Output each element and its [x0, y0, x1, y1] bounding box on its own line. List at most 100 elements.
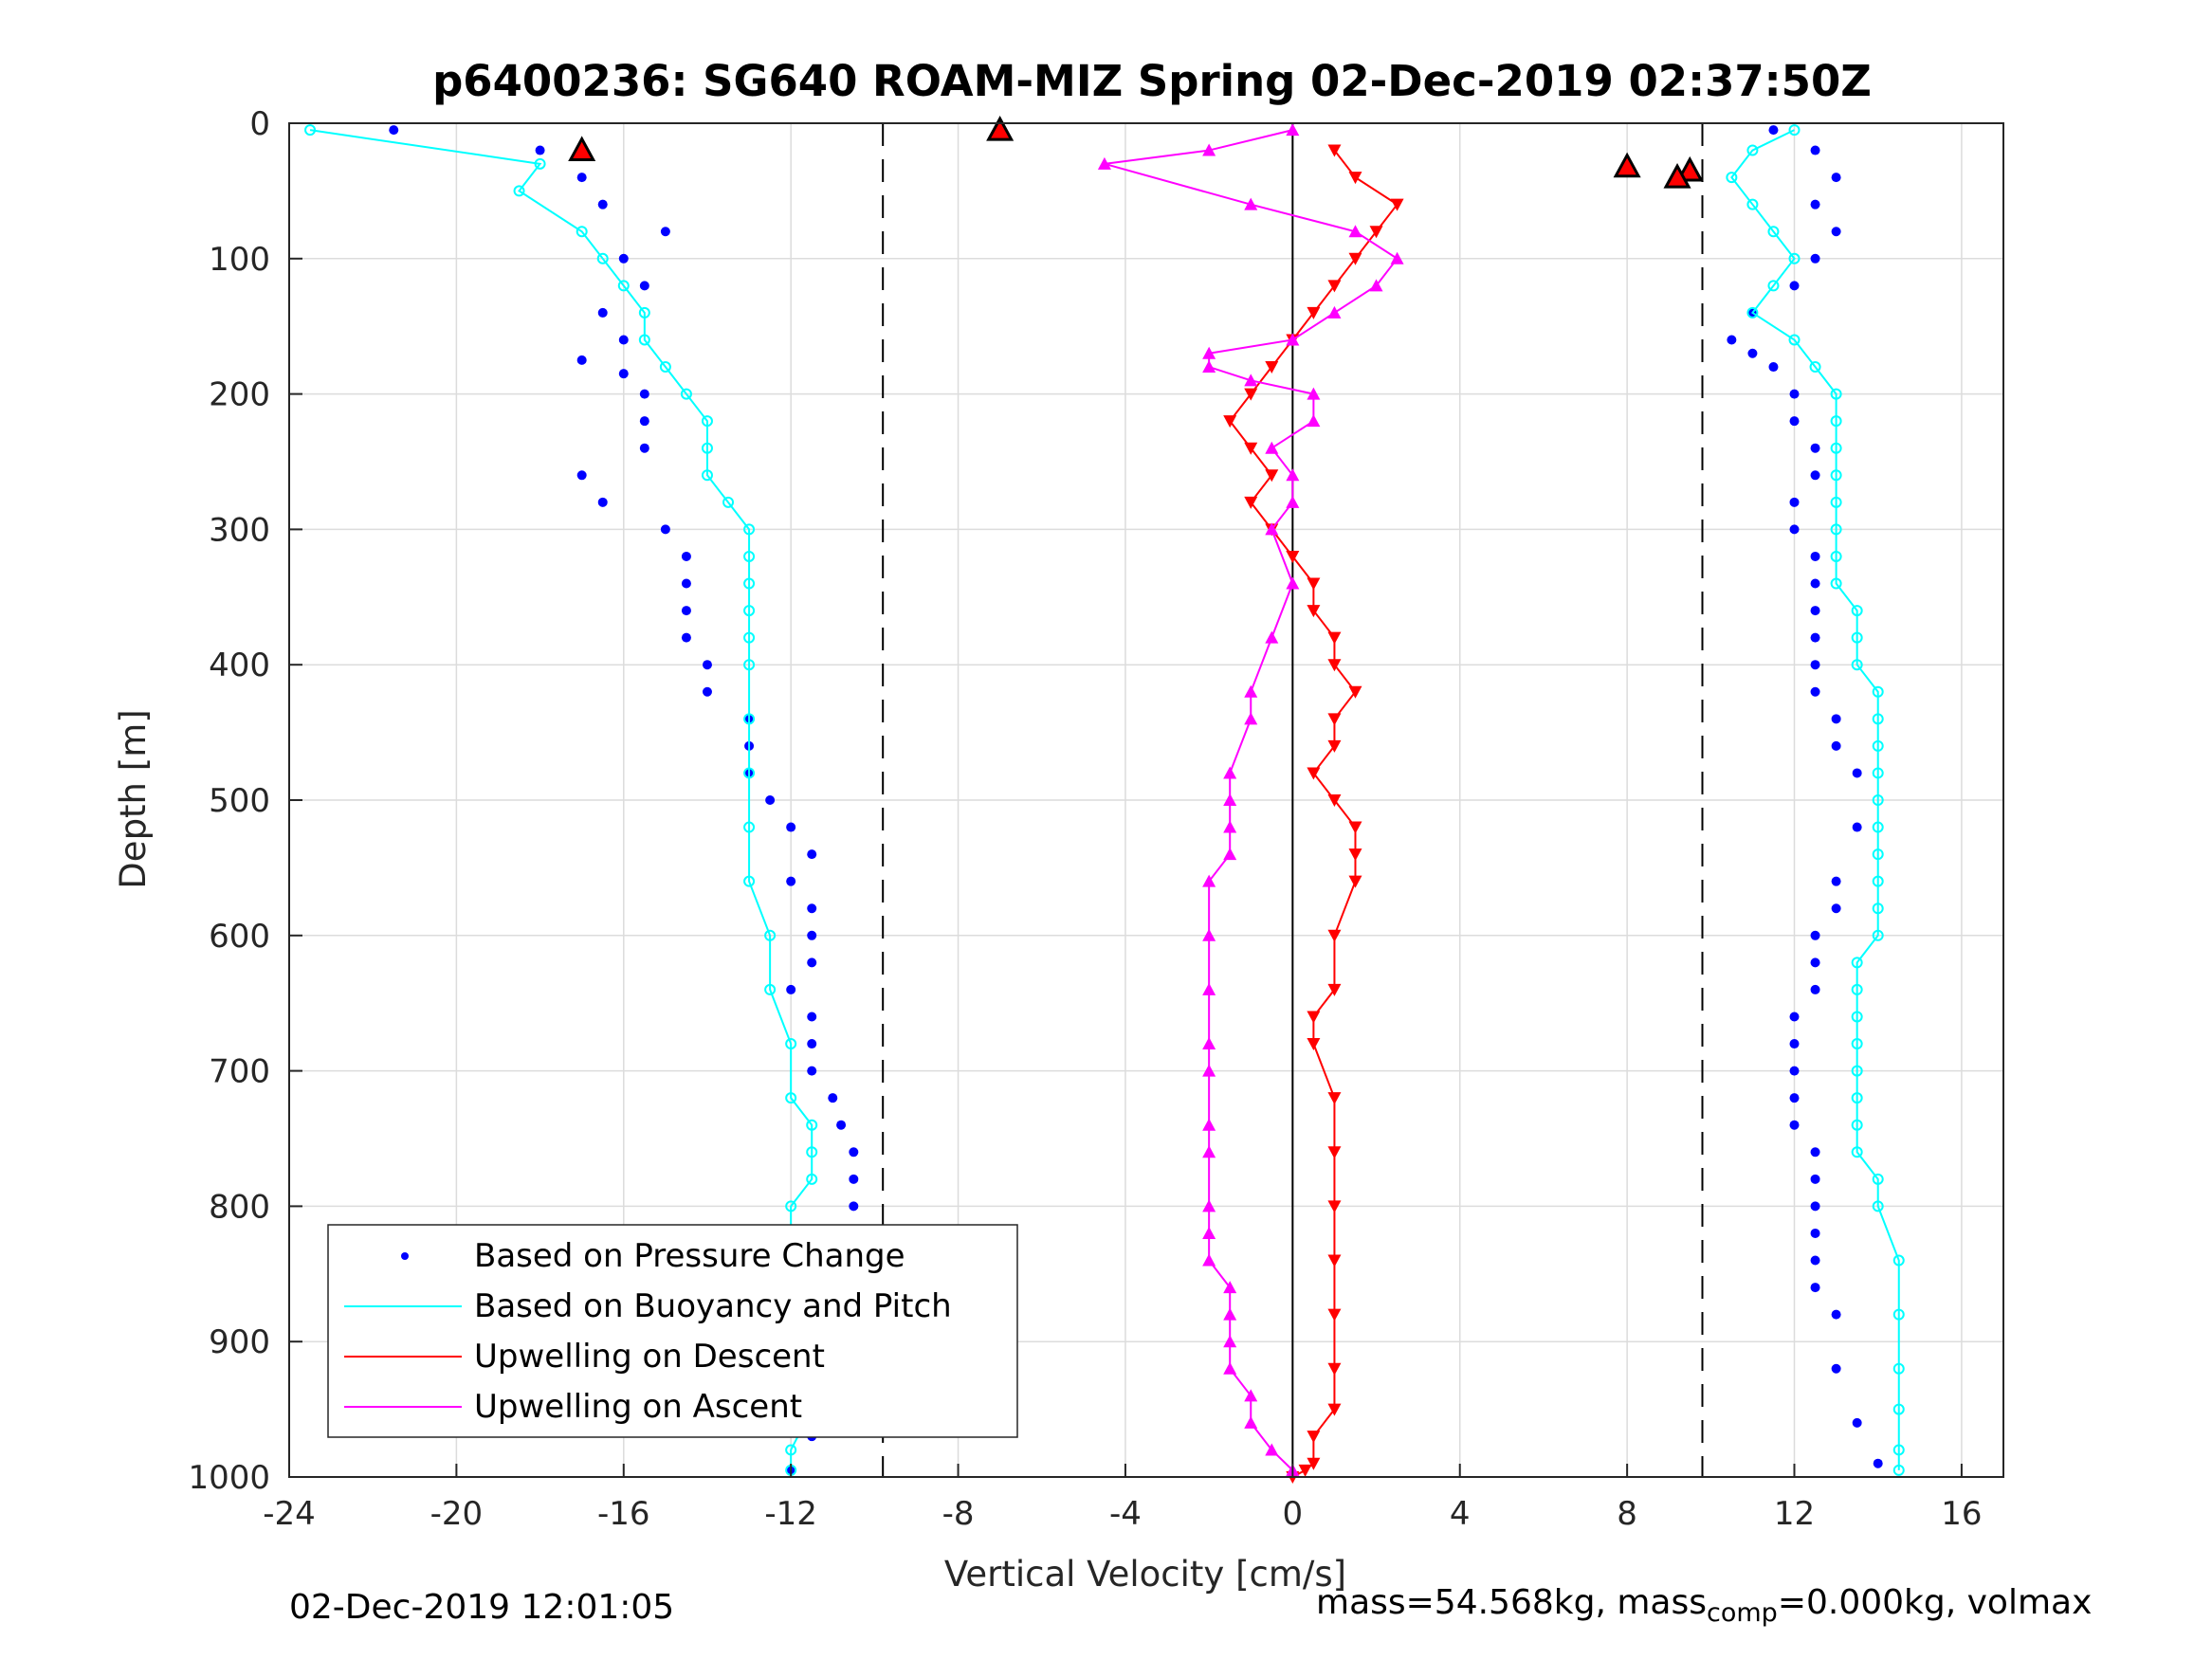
- legend-label-pressure: Based on Pressure Change: [474, 1237, 905, 1275]
- x-tick-label: 12: [1774, 1495, 1815, 1533]
- data-point: [1831, 173, 1841, 183]
- data-point: [638, 334, 650, 346]
- series-pressure-ascent: [568, 116, 1704, 189]
- data-point: [1831, 740, 1841, 751]
- data-point: [702, 686, 712, 697]
- data-point: [1810, 1174, 1820, 1184]
- x-tick-label: -12: [764, 1495, 817, 1533]
- data-point: [1727, 335, 1737, 345]
- data-point: [576, 355, 587, 365]
- data-point: [786, 876, 796, 886]
- data-point: [596, 252, 609, 264]
- data-point: [1830, 415, 1842, 428]
- data-point: [1789, 1120, 1800, 1130]
- series-line: [1730, 129, 1900, 1470]
- data-point: [722, 496, 735, 508]
- data-point: [1244, 197, 1258, 210]
- data-point: [1348, 172, 1362, 185]
- data-point: [743, 605, 756, 617]
- data-point: [1789, 524, 1800, 535]
- data-point: [659, 361, 671, 374]
- series-line: [1104, 129, 1399, 1471]
- data-point: [680, 388, 692, 400]
- data-point: [1327, 1146, 1342, 1159]
- x-tick-label: 0: [1283, 1495, 1304, 1533]
- data-point: [807, 903, 817, 914]
- footer-mass-info: mass=54.568kg, masscomp=0.000kg, volmax: [1316, 1583, 2092, 1628]
- data-point: [660, 524, 670, 535]
- data-point: [1307, 387, 1321, 400]
- data-point: [1872, 929, 1884, 941]
- data-point: [1872, 848, 1884, 861]
- data-point: [618, 335, 629, 345]
- data-point: [1202, 1199, 1216, 1212]
- data-point: [1244, 712, 1258, 725]
- data-point: [1809, 361, 1821, 374]
- data-point: [1327, 983, 1342, 996]
- data-point: [1726, 172, 1738, 184]
- data-point: [1244, 1389, 1258, 1402]
- data-point: [1810, 660, 1820, 670]
- data-point: [1872, 1173, 1884, 1185]
- data-point: [1244, 374, 1258, 387]
- marker-point: [568, 136, 596, 162]
- data-point: [1830, 550, 1842, 562]
- x-tick-label: -16: [597, 1495, 650, 1533]
- data-point: [1307, 1011, 1321, 1024]
- data-point: [639, 389, 649, 399]
- data-point: [743, 550, 756, 562]
- data-point: [1244, 1415, 1258, 1429]
- data-point: [1747, 348, 1758, 358]
- x-tick-label: -4: [1109, 1495, 1142, 1533]
- y-tick-label: 1000: [188, 1459, 270, 1497]
- data-point: [1810, 930, 1820, 940]
- data-point: [1768, 362, 1779, 373]
- data-point: [1852, 768, 1862, 778]
- data-point: [1789, 281, 1800, 291]
- y-tick-label: 800: [209, 1188, 270, 1226]
- x-tick-label: 4: [1450, 1495, 1471, 1533]
- data-point: [1307, 414, 1321, 428]
- data-point: [764, 983, 777, 995]
- data-point: [1810, 984, 1820, 994]
- data-point: [836, 1120, 847, 1130]
- data-point: [1789, 389, 1800, 399]
- data-point: [743, 577, 756, 590]
- y-ticks: 0 100 200 300 400 500 600 700 800 900 1000: [188, 105, 302, 1497]
- data-point: [1810, 443, 1820, 453]
- data-point: [1327, 659, 1342, 672]
- data-point: [1327, 1308, 1342, 1322]
- data-point: [304, 124, 317, 137]
- marker-point: [986, 116, 1015, 141]
- data-point: [1789, 1093, 1800, 1103]
- data-point: [1810, 1283, 1820, 1293]
- data-point: [1369, 226, 1383, 239]
- data-point: [743, 767, 756, 779]
- data-point: [597, 307, 608, 318]
- data-point: [1307, 306, 1321, 319]
- data-point: [743, 631, 756, 644]
- data-point: [1202, 928, 1216, 941]
- data-point: [849, 1174, 859, 1184]
- data-point: [1307, 1038, 1321, 1051]
- data-point: [1327, 713, 1342, 726]
- data-point: [681, 632, 691, 643]
- data-point: [1872, 794, 1884, 806]
- data-point: [1851, 1038, 1863, 1050]
- data-point: [806, 1146, 818, 1158]
- data-point: [681, 551, 691, 561]
- data-point: [1852, 1417, 1862, 1428]
- data-point: [1746, 198, 1759, 210]
- data-point: [1244, 442, 1258, 455]
- data-point: [1202, 143, 1216, 156]
- data-point: [1851, 1065, 1863, 1077]
- data-point: [1830, 388, 1842, 400]
- data-point: [1265, 441, 1279, 454]
- data-point: [807, 1066, 817, 1076]
- data-point: [1892, 1444, 1905, 1456]
- data-point: [1767, 280, 1780, 292]
- data-point: [1789, 1066, 1800, 1076]
- data-point: [743, 821, 756, 833]
- y-tick-label: 200: [209, 376, 270, 414]
- data-point: [660, 227, 670, 237]
